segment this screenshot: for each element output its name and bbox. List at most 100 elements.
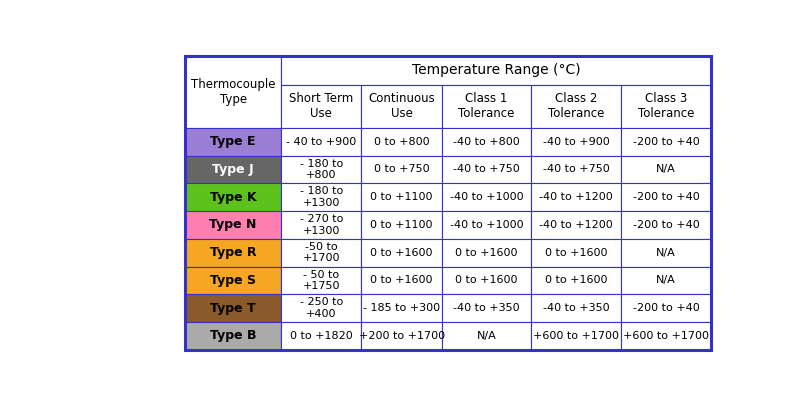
- Bar: [442, 156, 531, 183]
- Bar: [621, 322, 710, 350]
- Text: -40 to +350: -40 to +350: [543, 303, 610, 313]
- Text: Continuous
Use: Continuous Use: [368, 92, 435, 120]
- Text: N/A: N/A: [656, 164, 676, 174]
- Text: 0 to +1600: 0 to +1600: [370, 248, 433, 258]
- Bar: [531, 266, 621, 294]
- Text: 0 to +1100: 0 to +1100: [370, 192, 433, 202]
- Text: 0 to +1600: 0 to +1600: [455, 276, 518, 286]
- Text: Short Term
Use: Short Term Use: [289, 92, 354, 120]
- Text: Type E: Type E: [210, 135, 256, 148]
- Bar: [442, 211, 531, 239]
- Text: Temperature Range (°C): Temperature Range (°C): [411, 64, 580, 78]
- Bar: [281, 56, 710, 85]
- Bar: [621, 266, 710, 294]
- Text: +600 to +1700: +600 to +1700: [623, 331, 709, 341]
- Text: 0 to +1600: 0 to +1600: [545, 248, 607, 258]
- Bar: [531, 294, 621, 322]
- Bar: [621, 128, 710, 156]
- Bar: [281, 128, 362, 156]
- Bar: [442, 266, 531, 294]
- Text: Type K: Type K: [210, 191, 257, 204]
- Text: 0 to +1600: 0 to +1600: [455, 248, 518, 258]
- Bar: [531, 183, 621, 211]
- Text: 0 to +800: 0 to +800: [374, 137, 430, 147]
- Text: Class 1
Tolerance: Class 1 Tolerance: [458, 92, 514, 120]
- Text: Type S: Type S: [210, 274, 256, 287]
- Text: -200 to +40: -200 to +40: [633, 220, 699, 230]
- Text: 0 to +1600: 0 to +1600: [545, 276, 607, 286]
- Text: -40 to +1200: -40 to +1200: [539, 220, 613, 230]
- Text: -50 to
+1700: -50 to +1700: [302, 242, 340, 264]
- Bar: [442, 85, 531, 128]
- Bar: [362, 183, 442, 211]
- Bar: [186, 239, 281, 266]
- Text: - 250 to
+400: - 250 to +400: [300, 298, 343, 319]
- Text: 0 to +1820: 0 to +1820: [290, 331, 353, 341]
- Text: -40 to +800: -40 to +800: [454, 137, 520, 147]
- Bar: [186, 294, 281, 322]
- Text: -200 to +40: -200 to +40: [633, 303, 699, 313]
- Bar: [621, 239, 710, 266]
- Text: - 180 to
+1300: - 180 to +1300: [300, 186, 343, 208]
- Bar: [281, 239, 362, 266]
- Text: 0 to +750: 0 to +750: [374, 164, 430, 174]
- Bar: [442, 294, 531, 322]
- Bar: [186, 211, 281, 239]
- Bar: [281, 183, 362, 211]
- Text: N/A: N/A: [656, 248, 676, 258]
- Text: 0 to +1100: 0 to +1100: [370, 220, 433, 230]
- Bar: [362, 128, 442, 156]
- Text: - 270 to
+1300: - 270 to +1300: [299, 214, 343, 236]
- Text: - 40 to +900: - 40 to +900: [286, 137, 356, 147]
- Bar: [362, 211, 442, 239]
- Bar: [442, 183, 531, 211]
- Bar: [362, 322, 442, 350]
- Bar: [621, 183, 710, 211]
- Bar: [281, 85, 362, 128]
- Bar: [186, 183, 281, 211]
- Bar: [186, 56, 281, 128]
- Text: N/A: N/A: [656, 276, 676, 286]
- Bar: [442, 239, 531, 266]
- Bar: [362, 266, 442, 294]
- Text: -200 to +40: -200 to +40: [633, 192, 699, 202]
- Bar: [186, 156, 281, 183]
- Bar: [531, 322, 621, 350]
- Bar: [186, 266, 281, 294]
- Bar: [621, 211, 710, 239]
- Bar: [281, 156, 362, 183]
- Bar: [281, 294, 362, 322]
- Bar: [362, 85, 442, 128]
- Bar: [531, 239, 621, 266]
- Text: -40 to +1000: -40 to +1000: [450, 192, 523, 202]
- Text: - 180 to
+800: - 180 to +800: [300, 159, 343, 180]
- Bar: [186, 128, 281, 156]
- Bar: [442, 128, 531, 156]
- Text: -40 to +750: -40 to +750: [543, 164, 610, 174]
- Bar: [281, 211, 362, 239]
- Bar: [281, 266, 362, 294]
- Bar: [531, 85, 621, 128]
- Text: Thermocouple
Type: Thermocouple Type: [191, 78, 275, 106]
- Bar: [186, 56, 710, 350]
- Bar: [362, 294, 442, 322]
- Bar: [621, 85, 710, 128]
- Text: Type R: Type R: [210, 246, 257, 259]
- Text: -200 to +40: -200 to +40: [633, 137, 699, 147]
- Bar: [531, 211, 621, 239]
- Text: -40 to +350: -40 to +350: [454, 303, 520, 313]
- Bar: [362, 239, 442, 266]
- Bar: [531, 128, 621, 156]
- Text: - 185 to +300: - 185 to +300: [363, 303, 440, 313]
- Bar: [621, 156, 710, 183]
- Text: -40 to +1000: -40 to +1000: [450, 220, 523, 230]
- Text: Type B: Type B: [210, 330, 257, 342]
- Text: 0 to +1600: 0 to +1600: [370, 276, 433, 286]
- Bar: [531, 156, 621, 183]
- Text: N/A: N/A: [477, 331, 497, 341]
- Text: - 50 to
+1750: - 50 to +1750: [302, 270, 340, 291]
- Text: Type J: Type J: [212, 163, 254, 176]
- Text: Class 2
Tolerance: Class 2 Tolerance: [548, 92, 605, 120]
- Text: +200 to +1700: +200 to +1700: [358, 331, 445, 341]
- Text: Class 3
Tolerance: Class 3 Tolerance: [638, 92, 694, 120]
